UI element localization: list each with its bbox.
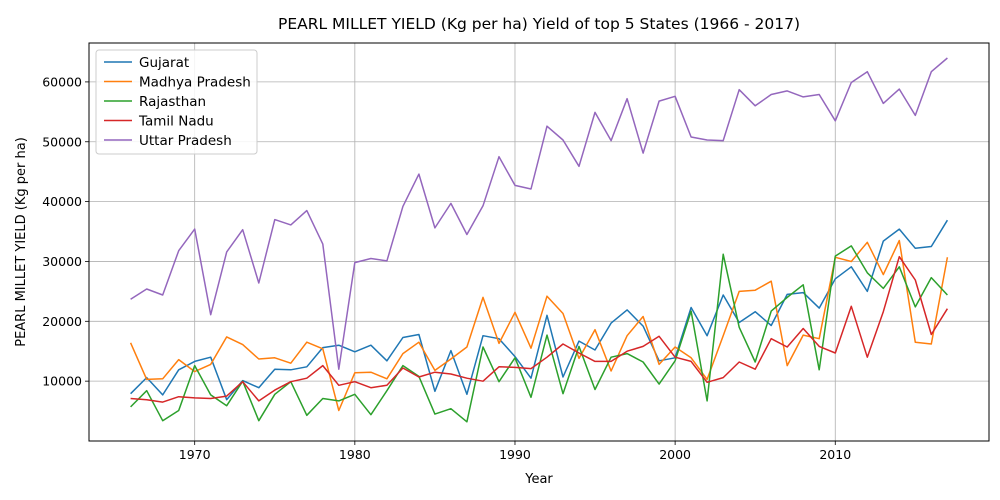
legend: Gujarat Madhya Pradesh Rajasthan Tamil Nadu… xyxy=(95,49,258,155)
y-axis-label: PEARL MILLET YIELD (Kg per ha) xyxy=(14,137,29,347)
legend-box xyxy=(95,49,258,155)
x-tick-label: 1980 xyxy=(339,447,371,462)
legend-label-madhya-pradesh: Madhya Pradesh xyxy=(139,75,251,91)
x-axis-ticks: 1970 1980 1990 2000 2010 xyxy=(179,441,851,462)
series-line-tamil-nadu xyxy=(130,255,949,403)
series-line-uttar-pradesh xyxy=(130,57,948,370)
legend-label-rajasthan: Rajasthan xyxy=(139,94,206,110)
y-tick-label: 10000 xyxy=(42,374,82,389)
x-tick-label: 2000 xyxy=(659,447,691,462)
legend-label-uttar-pradesh: Uttar Pradesh xyxy=(139,133,232,149)
grid-lines xyxy=(89,43,989,441)
x-axis-label: Year xyxy=(524,472,553,487)
series-lines xyxy=(129,57,949,423)
legend-label-gujarat: Gujarat xyxy=(139,55,189,71)
y-tick-label: 60000 xyxy=(42,74,82,89)
y-axis-ticks: 10000 20000 30000 40000 50000 60000 xyxy=(42,74,89,389)
legend-label-tamil-nadu: Tamil Nadu xyxy=(138,114,214,130)
chart-title: PEARL MILLET YIELD (Kg per ha) Yield of … xyxy=(278,15,800,33)
y-tick-label: 30000 xyxy=(42,254,82,269)
x-tick-label: 2010 xyxy=(819,447,851,462)
y-tick-label: 20000 xyxy=(42,314,82,329)
y-tick-label: 50000 xyxy=(42,134,82,149)
plot-frame xyxy=(88,42,990,442)
x-tick-label: 1990 xyxy=(499,447,531,462)
series-line-rajasthan xyxy=(130,245,948,423)
x-tick-label: 1970 xyxy=(179,447,211,462)
series-line-gujarat xyxy=(130,219,949,401)
y-tick-label: 40000 xyxy=(42,194,82,209)
